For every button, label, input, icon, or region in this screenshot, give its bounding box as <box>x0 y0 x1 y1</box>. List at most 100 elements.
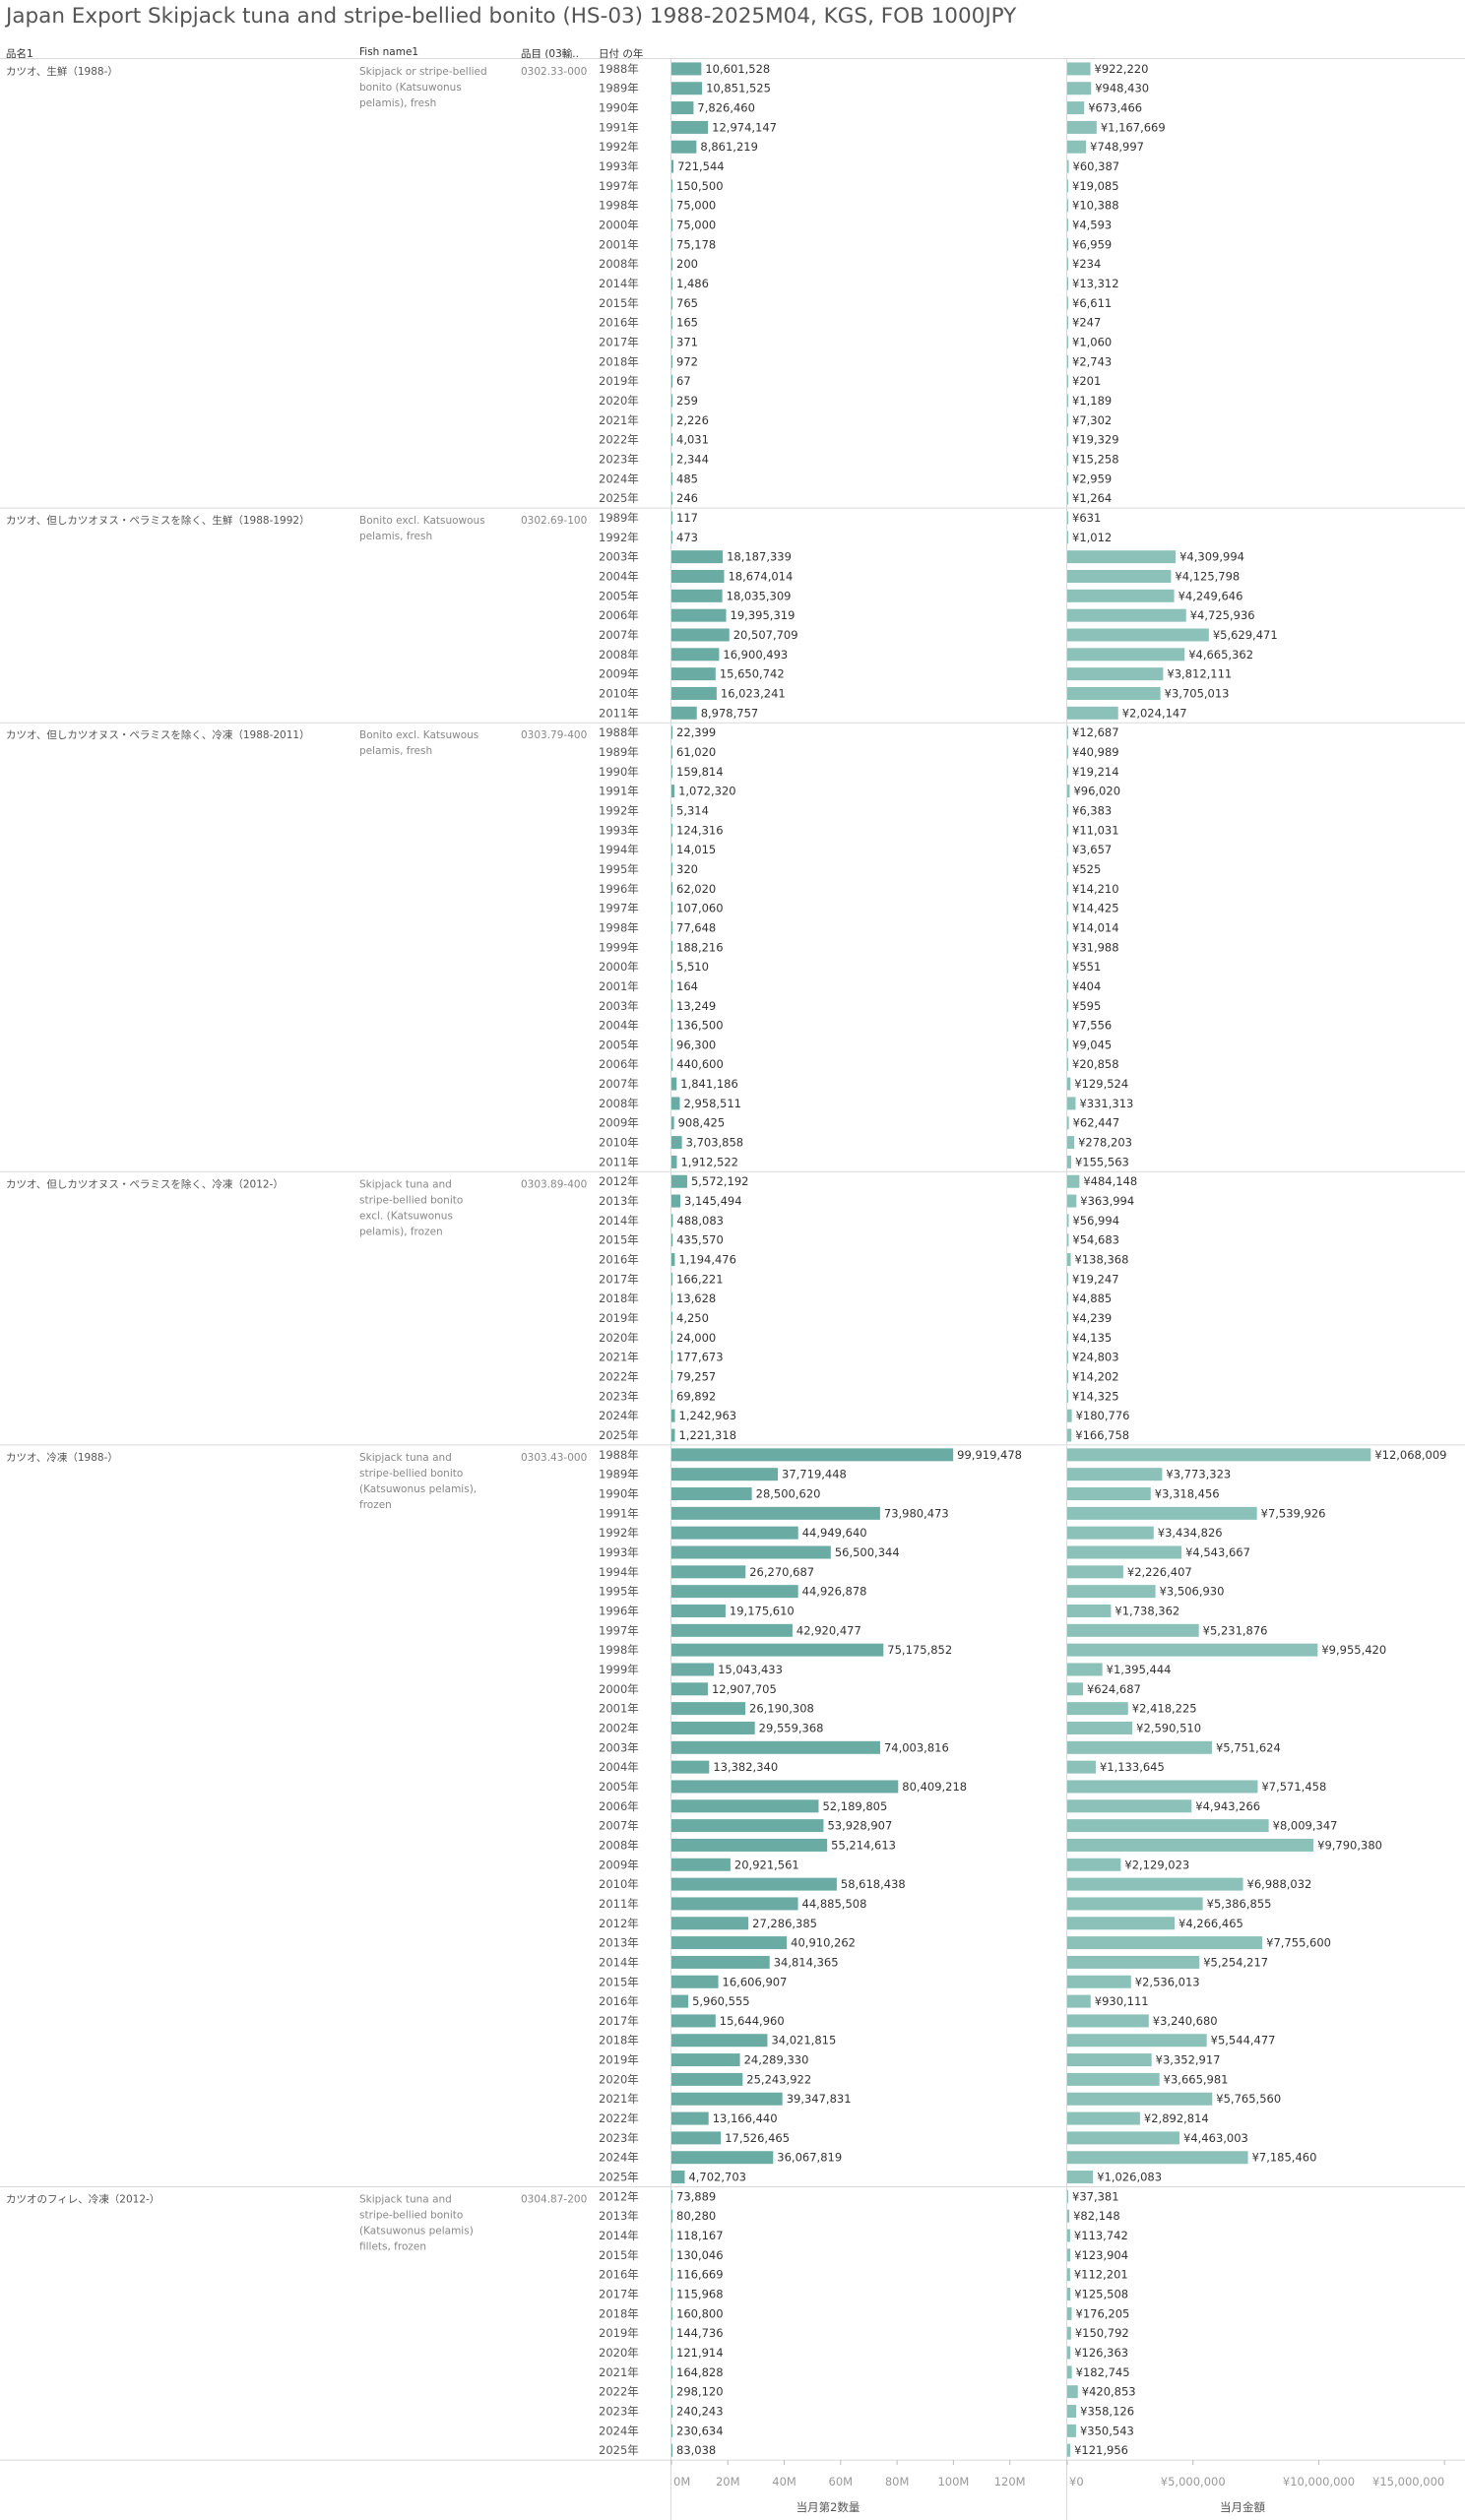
value-bar <box>1067 940 1068 954</box>
qty-label: 435,570 <box>676 1233 724 1247</box>
qty-bar <box>671 1780 899 1794</box>
value-bar <box>1067 179 1068 193</box>
year-label: 2021年 <box>599 1351 639 1364</box>
value-bar <box>1067 413 1068 427</box>
qty-label: 18,674,014 <box>728 569 793 583</box>
value-bar <box>1067 1116 1069 1130</box>
value-label: ¥138,368 <box>1075 1253 1129 1267</box>
value-label: ¥155,563 <box>1075 1155 1129 1168</box>
value-bar <box>1067 1448 1371 1462</box>
qty-label: 1,242,963 <box>679 1409 737 1422</box>
value-bar <box>1067 628 1209 642</box>
value-label: ¥82,148 <box>1073 2209 1120 2223</box>
group-fish-name: Skipjack or stripe-bellied <box>359 66 487 78</box>
year-label: 1993年 <box>599 1545 639 1559</box>
qty-bar <box>671 1174 687 1188</box>
qty-bar <box>671 1740 880 1754</box>
qty-bar <box>671 491 672 505</box>
value-label: ¥5,231,876 <box>1203 1623 1268 1637</box>
value-label: ¥3,318,456 <box>1155 1487 1220 1501</box>
value-label: ¥19,247 <box>1072 1272 1119 1286</box>
year-label: 2007年 <box>599 1077 639 1091</box>
year-label: 2014年 <box>599 1214 639 1228</box>
group-fish-name: stripe-bellied bonito <box>359 1194 463 1206</box>
value-bar <box>1067 1623 1199 1637</box>
qty-label: 13,249 <box>676 999 716 1013</box>
value-bar <box>1067 531 1068 544</box>
qty-label: 34,814,365 <box>774 1955 839 1969</box>
value-bar <box>1067 277 1068 290</box>
qty-bar <box>671 433 672 447</box>
qty-bar <box>671 1897 798 1911</box>
year-label: 1995年 <box>599 862 639 876</box>
value-label: ¥5,765,560 <box>1216 2092 1281 2106</box>
value-bar <box>1067 1897 1203 1911</box>
year-label: 2004年 <box>599 1760 639 1774</box>
year-label: 2023年 <box>599 453 639 467</box>
value-bar <box>1067 2326 1071 2340</box>
value-bar <box>1067 1077 1071 1091</box>
qty-bar <box>671 589 723 602</box>
year-label: 1990年 <box>599 1487 639 1501</box>
year-label: 2000年 <box>599 960 639 974</box>
qty-bar <box>671 1623 793 1637</box>
value-label: ¥3,657 <box>1072 843 1112 856</box>
qty-bar <box>671 2092 783 2106</box>
year-label: 1996年 <box>599 882 639 896</box>
qty-label: 61,020 <box>676 745 716 759</box>
qty-label: 79,257 <box>676 1370 716 1384</box>
qty-tick-label: 120M <box>994 2475 1026 2488</box>
qty-bar <box>671 394 672 408</box>
year-label: 2019年 <box>599 1311 639 1325</box>
qty-bar <box>671 2405 672 2419</box>
qty-bar <box>671 1448 954 1462</box>
qty-bar <box>671 1311 672 1325</box>
qty-label: 765 <box>676 296 698 310</box>
value-bar <box>1067 374 1068 388</box>
qty-bar <box>671 2034 768 2048</box>
qty-bar <box>671 1253 675 1267</box>
column-header-name: 品名1 <box>6 48 33 60</box>
year-label: 2001年 <box>599 979 639 993</box>
qty-bar <box>671 2014 716 2028</box>
value-label: ¥14,014 <box>1072 920 1119 934</box>
value-label: ¥278,203 <box>1078 1136 1132 1150</box>
year-label: 2016年 <box>599 2268 639 2282</box>
value-label: ¥3,352,917 <box>1156 2053 1221 2067</box>
qty-label: 2,958,511 <box>683 1097 741 1110</box>
year-label: 2008年 <box>599 1838 639 1852</box>
value-bar <box>1067 823 1068 837</box>
value-bar <box>1067 1351 1068 1364</box>
value-label: ¥551 <box>1072 960 1101 974</box>
value-label: ¥6,383 <box>1072 803 1112 817</box>
year-label: 2022年 <box>599 433 639 447</box>
qty-label: 5,572,192 <box>691 1174 749 1188</box>
value-bar <box>1067 1760 1096 1774</box>
value-label: ¥123,904 <box>1074 2248 1128 2262</box>
year-label: 2022年 <box>599 1370 639 1384</box>
qty-bar <box>671 706 697 720</box>
qty-bar <box>671 140 697 154</box>
group-name: カツオ、生鮮（1988-） <box>6 65 118 78</box>
year-label: 2023年 <box>599 2131 639 2145</box>
value-label: ¥4,309,994 <box>1179 550 1244 564</box>
value-label: ¥125,508 <box>1074 2288 1128 2301</box>
qty-label: 7,826,460 <box>697 101 755 115</box>
qty-label: 44,949,640 <box>802 1526 867 1540</box>
value-bar <box>1067 2443 1071 2457</box>
qty-label: 165 <box>676 316 698 330</box>
column-header-code: 品目 (03輸.. <box>521 48 579 60</box>
year-label: 1992年 <box>599 803 639 817</box>
qty-label: 75,178 <box>676 237 716 251</box>
value-label: ¥234 <box>1072 257 1101 271</box>
value-bar <box>1067 1740 1212 1754</box>
column-header-year: 日付 の年 <box>599 48 644 60</box>
year-label: 1989年 <box>599 745 639 759</box>
group-fish-name: pelamis, fresh <box>359 531 432 542</box>
value-bar <box>1067 1272 1068 1286</box>
year-label: 1990年 <box>599 765 639 779</box>
qty-label: 52,189,805 <box>822 1799 887 1813</box>
qty-label: 20,921,561 <box>734 1858 799 1871</box>
value-label: ¥2,536,013 <box>1135 1975 1200 1988</box>
qty-bar <box>671 785 675 798</box>
